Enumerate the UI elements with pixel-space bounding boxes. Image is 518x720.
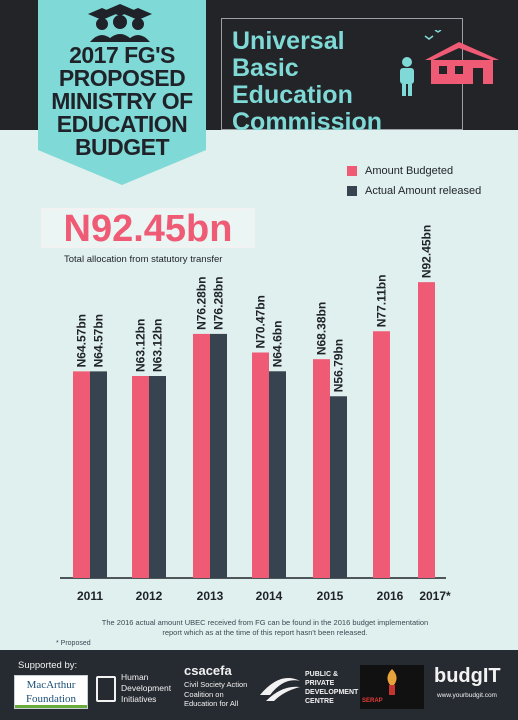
bar-budgeted-2017 [418,282,435,578]
data-label: N92.45bn [420,225,434,278]
data-label: N64.6bn [271,321,285,368]
bar-budgeted-2016 [373,331,390,578]
serap-torch-icon [387,669,397,695]
hdi-line: Initiatives [121,694,157,704]
ppdc-line: PUBLIC & [305,671,339,678]
csacefa-line: Education for All [184,699,239,708]
legend-label: Amount Budgeted [365,165,454,177]
highlight-amount: N92.45bn [41,208,255,248]
ubec-line: Commission [232,108,383,136]
bar-budgeted-2012 [132,376,149,578]
title-line: PROPOSED [58,65,186,91]
bar-budgeted-2015 [313,359,330,578]
legend-label: Actual Amount released [365,185,482,197]
macarthur-logo: MacArthur Foundation [14,675,88,709]
data-label: N70.47bn [254,295,268,348]
chart-legend: Amount Budgeted Actual Amount released [347,162,481,202]
ppdc-line: DEVELOPMENT [305,689,359,696]
csacefa-subtitle: Civil Society Action Coalition on Educat… [184,680,247,709]
hdi-line: Development [121,683,172,693]
proposed-note: * Proposed [56,640,91,647]
legend-swatch-budgeted [347,166,357,176]
data-label: N64.57bn [75,314,89,367]
bar-released-2011 [90,371,107,578]
x-tick-label: 2015 [317,589,344,603]
title-line: MINISTRY OF [51,88,193,114]
data-label: N63.12bn [134,319,148,372]
x-tick-label: 2014 [256,589,283,603]
legend-item-budgeted: Amount Budgeted [347,162,481,180]
hdi-icon [96,676,116,702]
bar-released-2013 [210,333,227,578]
ubec-line: Basic [232,54,299,82]
x-tick-label: 2016 [377,589,404,603]
bar-budgeted-2013 [193,333,210,578]
budgit-url: www.yourbudgit.com [437,692,497,699]
school-house-icon [400,30,499,96]
data-label: N76.28bn [212,277,226,330]
bar-budgeted-2011 [73,371,90,578]
csacefa-line: Civil Society Action [184,680,248,689]
supported-by-label: Supported by: [18,660,78,671]
x-tick-label: 2013 [197,589,224,603]
csacefa-line: Coalition on [184,689,224,699]
ubec-line: Education [232,81,353,109]
ppdc-logo: PUBLIC & PRIVATE DEVELOPMENT CENTRE [305,670,358,706]
legend-item-released: Actual Amount released [347,182,481,200]
title-line: EDUCATION [56,111,188,137]
title-line: BUDGET [74,134,170,160]
data-label: N64.57bn [92,314,106,367]
ubec-title: Universal Basic Education Commission [232,28,412,136]
hdi-logo: Human Development Initiatives [121,672,171,705]
title-badge [38,0,206,185]
graduates-icon [88,4,152,42]
serap-logo [360,665,424,709]
bar-budgeted-2014 [252,352,269,578]
student-icon [400,57,414,96]
ubec-line: Universal [232,27,345,55]
data-label: N63.12bn [151,319,165,372]
x-tick-label: 2011 [77,589,103,603]
highlight-caption: Total allocation from statutory transfer [64,254,223,265]
serap-label: SERAP [362,698,383,704]
macarthur-line: MacArthur [26,679,76,691]
footnote: The 2016 actual amount UBEC received fro… [101,618,429,637]
csacefa-logo: csacefa [184,663,232,678]
macarthur-line: Foundation [25,693,77,705]
ppdc-line: PRIVATE [305,680,335,687]
page-title: 2017 FG'S PROPOSED MINISTRY OF EDUCATION… [38,44,206,159]
bar-released-2014 [269,371,286,578]
macarthur-bar [15,705,87,708]
data-label: N68.38bn [315,302,329,355]
title-line: 2017 FG'S [69,42,175,68]
hdi-line: Human [121,672,149,682]
data-label: N76.28bn [195,277,209,330]
data-label: N77.11bn [375,275,389,328]
x-tick-label: 2017* [419,589,451,603]
data-label: N56.79bn [332,339,346,392]
legend-swatch-released [347,186,357,196]
bar-released-2012 [149,376,166,578]
x-tick-label: 2012 [136,589,163,603]
bar-released-2015 [330,396,347,578]
ppdc-icon [260,678,300,701]
ppdc-line: CENTRE [305,698,334,705]
budgit-logo: budgIT [434,665,501,687]
